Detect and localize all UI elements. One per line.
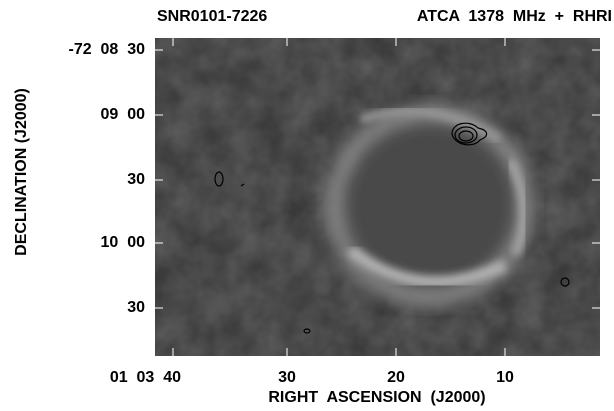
- x-tick-label: 30: [278, 369, 296, 386]
- x-axis-label: RIGHT ASCENSION (J2000): [268, 389, 485, 406]
- x-tick-label: 20: [387, 369, 405, 386]
- tick-marks: [155, 38, 600, 356]
- x-tick-label: 01 03 40: [110, 369, 181, 386]
- contours: [214, 122, 570, 334]
- y-tick-label: 30: [127, 299, 145, 316]
- title-object: SNR0101-7226: [157, 8, 267, 25]
- y-tick-label: 30: [127, 171, 145, 188]
- y-axis-label: DECLINATION (J2000): [13, 88, 30, 256]
- radio-image: [155, 38, 600, 356]
- y-tick-label: -72 08 30: [69, 41, 146, 58]
- x-tick-label: 10: [496, 369, 514, 386]
- title-instrument: ATCA 1378 MHz + RHRI: [417, 8, 612, 25]
- y-tick-label: 10 00: [101, 234, 146, 251]
- y-tick-label: 09 00: [101, 106, 146, 123]
